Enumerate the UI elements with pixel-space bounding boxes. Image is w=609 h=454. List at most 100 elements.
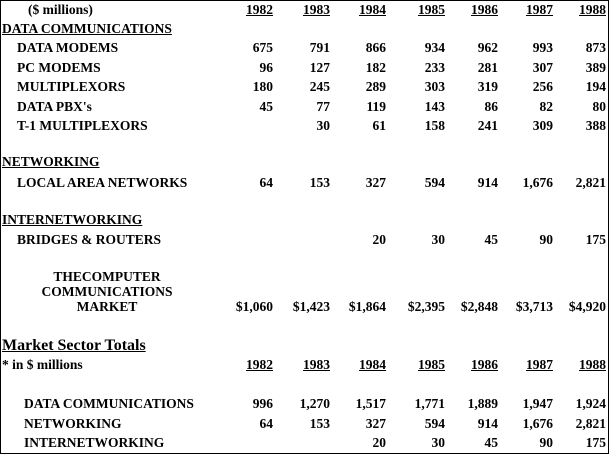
row-value: 309 bbox=[532, 118, 553, 133]
totals-row-label: NETWORKING bbox=[24, 415, 122, 431]
section-title: DATA COMMUNICATIONS bbox=[2, 21, 172, 36]
units-label: ($ millions) bbox=[28, 2, 93, 17]
totals-row-value: 20 bbox=[372, 435, 387, 450]
row-value: 289 bbox=[365, 79, 386, 94]
market-label: THECOMPUTER bbox=[53, 269, 161, 284]
row-value: 180 bbox=[252, 79, 273, 94]
row-value: 153 bbox=[309, 175, 330, 190]
totals-year-header: 1982 bbox=[246, 357, 273, 372]
row-value: 77 bbox=[316, 98, 331, 114]
totals-year-header: 1988 bbox=[579, 357, 606, 372]
row-value: 30 bbox=[316, 118, 331, 133]
row-value: 182 bbox=[365, 59, 386, 75]
totals-row-value: 914 bbox=[477, 415, 498, 431]
row-label: T-1 MULTIPLEXORS bbox=[17, 118, 148, 133]
row-value: 303 bbox=[424, 79, 445, 94]
row-value: 175 bbox=[585, 232, 606, 247]
totals-row-value: 175 bbox=[585, 435, 606, 450]
totals-year-header: 1986 bbox=[471, 357, 498, 372]
totals-year-header: 1983 bbox=[303, 357, 330, 372]
year-header: 1985 bbox=[418, 2, 445, 17]
market-value: $2,395 bbox=[407, 299, 445, 314]
totals-row-value: 1,771 bbox=[414, 396, 445, 411]
totals-row-value: 327 bbox=[365, 415, 386, 431]
year-header: 1986 bbox=[471, 2, 498, 17]
market-label: COMMUNICATIONS bbox=[41, 284, 173, 299]
totals-row-value: 90 bbox=[539, 435, 554, 450]
market-value: $2,848 bbox=[460, 299, 498, 314]
totals-row-value: 1,270 bbox=[299, 396, 330, 411]
row-value: 86 bbox=[484, 98, 499, 114]
row-value: 158 bbox=[424, 118, 445, 133]
row-value: 256 bbox=[532, 79, 553, 94]
row-value: 281 bbox=[477, 59, 498, 75]
row-value: 233 bbox=[424, 59, 445, 75]
section-title: NETWORKING bbox=[2, 154, 100, 169]
market-value: $1,864 bbox=[348, 299, 386, 314]
market-value: $4,920 bbox=[568, 299, 606, 314]
row-value: 119 bbox=[366, 98, 386, 114]
totals-row-value: 153 bbox=[309, 415, 330, 431]
row-value: 96 bbox=[259, 59, 274, 75]
row-label: LOCAL AREA NETWORKS bbox=[17, 175, 188, 190]
row-value: 45 bbox=[484, 232, 499, 247]
totals-row-value: 1,947 bbox=[522, 396, 553, 411]
totals-row-value: 1,517 bbox=[355, 396, 386, 411]
totals-row-label: DATA COMMUNICATIONS bbox=[24, 396, 194, 411]
row-value: 82 bbox=[539, 98, 554, 114]
row-value: 675 bbox=[252, 40, 273, 55]
totals-row-label: INTERNETWORKING bbox=[24, 435, 165, 450]
totals-row-value: 30 bbox=[431, 435, 446, 450]
row-value: 934 bbox=[424, 40, 445, 55]
row-value: 389 bbox=[585, 59, 606, 75]
row-value: 327 bbox=[365, 175, 386, 190]
row-value: 993 bbox=[532, 40, 553, 55]
totals-title: Market Sector Totals bbox=[2, 337, 146, 354]
totals-year-header: 1984 bbox=[359, 357, 386, 372]
row-value: 80 bbox=[592, 98, 607, 114]
totals-year-header: 1985 bbox=[418, 357, 445, 372]
row-value: 143 bbox=[424, 98, 445, 114]
row-value: 20 bbox=[372, 232, 387, 247]
totals-year-header: 1987 bbox=[526, 357, 553, 372]
market-value: $3,713 bbox=[515, 299, 553, 314]
row-value: 866 bbox=[365, 40, 386, 55]
totals-units: * in $ millions bbox=[2, 357, 83, 372]
row-label: PC MODEMS bbox=[17, 59, 101, 75]
row-value: 388 bbox=[585, 118, 606, 133]
year-header: 1988 bbox=[579, 2, 606, 17]
row-value: 962 bbox=[477, 40, 498, 55]
market-value: $1,423 bbox=[292, 299, 330, 314]
row-value: 319 bbox=[477, 79, 498, 94]
totals-row-value: 996 bbox=[252, 396, 273, 411]
row-value: 61 bbox=[372, 118, 387, 133]
totals-row-value: 1,889 bbox=[467, 396, 498, 411]
row-value: 241 bbox=[477, 118, 498, 133]
row-label: DATA PBX's bbox=[17, 98, 92, 114]
row-value: 127 bbox=[309, 59, 330, 75]
totals-row-value: 45 bbox=[484, 435, 499, 450]
market-value: $1,060 bbox=[235, 299, 273, 314]
row-value: 245 bbox=[309, 79, 330, 94]
totals-row-value: 1,676 bbox=[522, 415, 553, 431]
year-header: 1982 bbox=[246, 2, 273, 17]
year-header: 1984 bbox=[359, 2, 386, 17]
year-header: 1987 bbox=[526, 2, 553, 17]
totals-row-value: 64 bbox=[259, 415, 274, 431]
year-header: 1983 bbox=[303, 2, 330, 17]
row-value: 45 bbox=[259, 98, 274, 114]
market-label: MARKET bbox=[76, 299, 138, 314]
section-title: INTERNETWORKING bbox=[2, 212, 143, 227]
row-value: 90 bbox=[539, 232, 554, 247]
totals-row-value: 594 bbox=[424, 415, 445, 431]
row-value: 1,676 bbox=[522, 175, 553, 190]
row-value: 2,821 bbox=[575, 175, 606, 190]
row-label: BRIDGES & ROUTERS bbox=[17, 232, 162, 247]
row-label: DATA MODEMS bbox=[17, 40, 119, 55]
row-value: 594 bbox=[424, 175, 445, 190]
row-value: 873 bbox=[585, 40, 606, 55]
totals-row-value: 1,924 bbox=[575, 396, 606, 411]
row-value: 307 bbox=[532, 59, 553, 75]
row-value: 30 bbox=[431, 232, 446, 247]
row-value: 791 bbox=[309, 40, 330, 55]
